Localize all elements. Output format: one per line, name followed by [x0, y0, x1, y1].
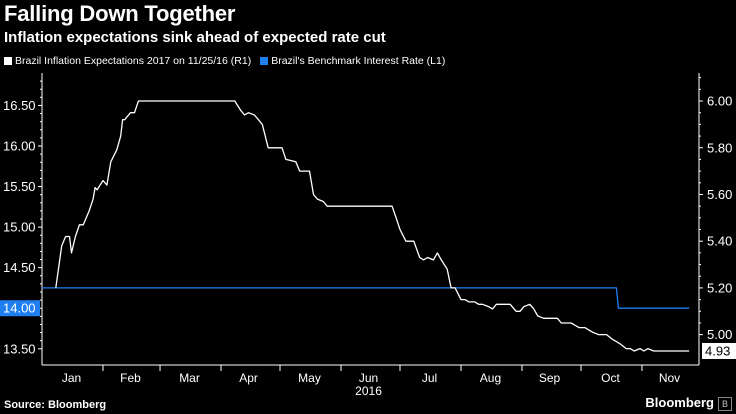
inflation-last-value-label: 4.93: [705, 343, 730, 358]
y-right-tick-label: 6.00: [707, 94, 732, 109]
y-right-tick-label: 5.80: [707, 140, 732, 155]
inflation-last-value-badge: [702, 342, 736, 359]
legend-label-inflation: Brazil Inflation Expectations 2017 on 11…: [15, 55, 252, 67]
x-tick-label: Mar: [179, 371, 200, 385]
chart-subtitle: Inflation expectations sink ahead of exp…: [4, 29, 386, 46]
x-tick-label: Feb: [120, 371, 141, 385]
y-left-tick-label: 15.00: [3, 220, 36, 235]
series-line-interest-rate: [42, 287, 690, 309]
x-tick-label: Sep: [539, 371, 561, 385]
x-tick-label: Aug: [480, 371, 501, 385]
series-line-inflation-expectations: [55, 100, 690, 352]
x-tick-label: Oct: [601, 371, 620, 385]
chart-title: Falling Down Together: [4, 1, 236, 26]
y-right-tick-label: 5.40: [707, 234, 732, 249]
legend-item-inflation: Brazil Inflation Expectations 2017 on 11…: [4, 55, 251, 67]
x-tick-label: Jun: [359, 371, 378, 385]
y-right-tick-label: 5.00: [707, 327, 732, 342]
brand-logo-text: Bloomberg: [645, 395, 714, 410]
legend-swatch-inflation: [4, 57, 12, 65]
x-tick-label: Jan: [62, 371, 81, 385]
x-tick-label: Jul: [422, 371, 437, 385]
legend-swatch-rate: [260, 57, 269, 65]
x-tick-label: Nov: [659, 371, 680, 385]
y-right-tick-label: 5.60: [707, 187, 732, 202]
y-left-tick-label: 14.50: [3, 260, 36, 275]
legend-label-rate: Brazil's Benchmark Interest Rate (L1): [271, 55, 446, 67]
y-left-tick-label: 13.50: [3, 341, 36, 356]
x-year-label: 2016: [355, 384, 382, 398]
y-left-tick-label: 16.50: [3, 98, 36, 113]
y-left-tick-label: 16.00: [3, 139, 36, 154]
x-tick-label: Apr: [239, 371, 258, 385]
rate-last-value-label: 14.00: [3, 301, 36, 316]
rate-last-value-badge: [0, 300, 40, 317]
x-tick-label: May: [298, 371, 321, 385]
b-icon: B: [718, 397, 732, 411]
chart-legend: Brazil Inflation Expectations 2017 on 11…: [4, 55, 454, 67]
legend-item-rate: Brazil's Benchmark Interest Rate (L1): [260, 55, 445, 67]
y-left-tick-label: 15.50: [3, 179, 36, 194]
source-note: Source: Bloomberg: [4, 399, 107, 411]
y-right-tick-label: 5.20: [707, 280, 732, 295]
